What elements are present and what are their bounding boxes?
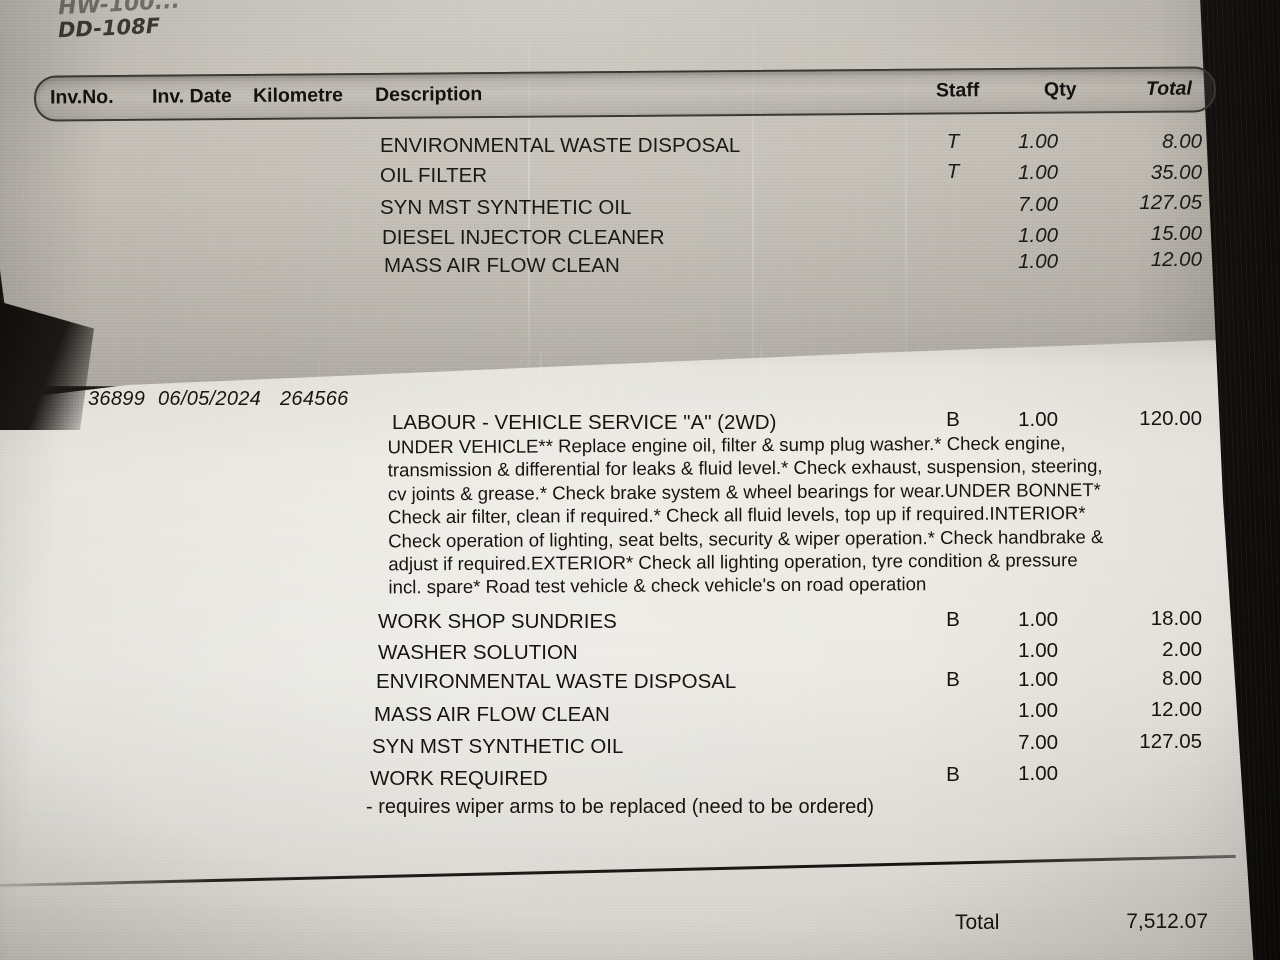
line-item-qty: 7.00 <box>1018 193 1058 216</box>
line-item-description: SYN MST SYNTHETIC OIL <box>380 196 632 219</box>
line-item-description: MASS AIR FLOW CLEAN <box>374 703 610 726</box>
line-item-total: 12.00 <box>1150 248 1202 271</box>
line-item-description: MASS AIR FLOW CLEAN <box>384 254 620 277</box>
line-item-staff: T <box>946 130 960 153</box>
line-item-total: 8.00 <box>1162 667 1202 690</box>
line-item-qty: 1.00 <box>1018 130 1058 153</box>
line-item-description: ENVIRONMENTAL WASTE DISPOSAL <box>376 670 737 693</box>
total-separator-line <box>0 854 1236 887</box>
column-header-description: Description <box>374 83 483 106</box>
line-item-total: 8.00 <box>1162 130 1202 153</box>
line-item-description: WORK SHOP SUNDRIES <box>378 610 617 633</box>
line-item-description: OIL FILTER <box>380 164 488 187</box>
line-item-qty: 1.00 <box>1018 668 1058 691</box>
line-item-qty: 7.00 <box>1018 731 1058 754</box>
line-item-qty: 1.00 <box>1018 224 1058 247</box>
line-item-staff: T <box>946 160 960 183</box>
total-amount: 7,512.07 <box>1126 910 1208 933</box>
work-required-note: - requires wiper arms to be replaced (ne… <box>366 796 875 818</box>
line-item-qty: 1.00 <box>1018 161 1058 184</box>
line-item-staff: B <box>946 608 960 631</box>
line-item-total: 35.00 <box>1150 161 1202 184</box>
labour-staff: B <box>946 408 960 431</box>
labour-detail-line: incl. spare* Road test vehicle & check v… <box>388 573 927 598</box>
line-item-description: WORK REQUIRED <box>370 767 548 790</box>
invoice-date: 06/05/2024 <box>158 388 262 410</box>
total-label: Total <box>955 911 1000 934</box>
column-header-qty: Qty <box>1043 78 1077 101</box>
line-item-description: WASHER SOLUTION <box>378 641 578 664</box>
handwritten-form-code: DD-108F <box>57 13 161 43</box>
line-item-total: 127.05 <box>1139 730 1202 753</box>
invoice-kilometre: 264566 <box>280 388 349 410</box>
lower-page-sheet <box>0 337 1280 960</box>
labour-detail-paragraph: UNDER VEHICLE** Replace engine oil, filt… <box>388 431 1179 600</box>
column-header-kilometre: Kilometre <box>252 84 344 107</box>
invoice-number: 36899 <box>88 388 146 410</box>
line-item-qty: 1.00 <box>1018 639 1058 662</box>
line-item-qty: 1.00 <box>1018 250 1058 273</box>
line-item-total: 2.00 <box>1162 638 1202 661</box>
line-item-qty: 1.00 <box>1018 608 1058 631</box>
labour-qty: 1.00 <box>1018 408 1058 431</box>
labour-description: LABOUR - VEHICLE SERVICE "A" (2WD) <box>392 411 777 434</box>
upper-page-sheet <box>0 0 1280 390</box>
column-header-staff: Staff <box>935 79 980 102</box>
column-header-inv-date: Inv. Date <box>151 85 232 108</box>
line-item-qty: 1.00 <box>1018 762 1058 785</box>
line-item-total: 15.00 <box>1150 222 1202 245</box>
labour-total: 120.00 <box>1139 407 1202 430</box>
line-item-description: DIESEL INJECTOR CLEANER <box>382 226 665 249</box>
line-item-total: 12.00 <box>1150 698 1202 721</box>
line-item-description: ENVIRONMENTAL WASTE DISPOSAL <box>380 134 741 157</box>
line-item-total: 127.05 <box>1139 191 1202 214</box>
line-item-staff: B <box>946 668 960 691</box>
column-header-total: Total <box>1145 77 1192 100</box>
line-item-staff: B <box>946 763 960 786</box>
line-item-total: 18.00 <box>1150 607 1202 630</box>
line-item-qty: 1.00 <box>1018 699 1058 722</box>
column-header-inv-no: Inv.No. <box>49 86 114 109</box>
line-item-description: SYN MST SYNTHETIC OIL <box>372 735 624 758</box>
